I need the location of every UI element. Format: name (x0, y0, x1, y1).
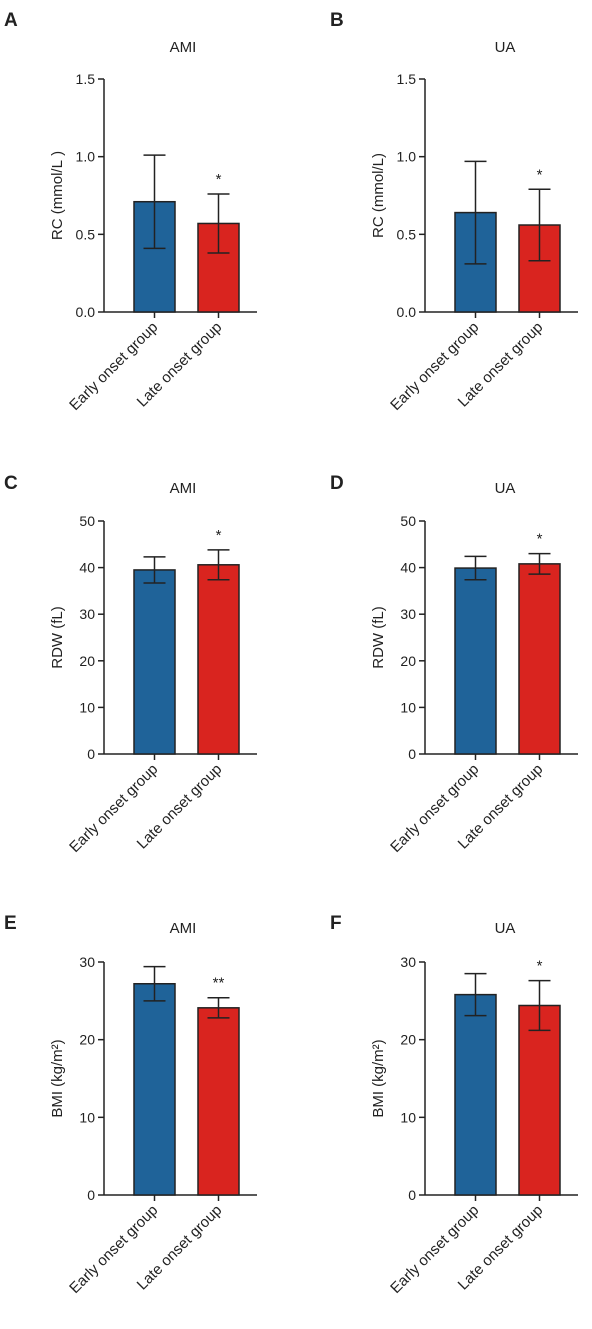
y-tick-label: 40 (400, 560, 416, 576)
bar (133, 569, 176, 755)
chart-title: UA (495, 39, 516, 56)
chart-title: AMI (170, 480, 197, 497)
y-tick-label: 0 (408, 746, 416, 762)
bar (518, 1004, 561, 1196)
y-tick-label: 50 (400, 513, 416, 529)
bar (197, 1007, 240, 1196)
y-axis-label: RC (mmol/L) (370, 153, 387, 238)
significance-marker: * (537, 166, 543, 183)
y-tick-label: 10 (400, 1109, 416, 1125)
y-axis-label: RC (mmol/L ) (49, 151, 66, 240)
panel-letter: D (330, 473, 344, 494)
chart-title: UA (495, 480, 516, 497)
bar (518, 563, 561, 755)
chart-title: AMI (170, 39, 197, 56)
y-tick-label: 40 (79, 560, 95, 576)
y-tick-label: 10 (79, 1109, 95, 1125)
y-tick-label: 1.5 (397, 71, 417, 87)
y-tick-label: 1.0 (397, 149, 417, 165)
y-tick-label: 30 (79, 606, 95, 622)
significance-marker: * (537, 958, 543, 975)
y-tick-label: 0 (87, 746, 95, 762)
panel-letter: B (330, 10, 344, 31)
y-tick-label: 50 (79, 513, 95, 529)
y-tick-label: 0.5 (76, 226, 96, 242)
y-tick-label: 10 (400, 699, 416, 715)
y-tick-label: 0.0 (76, 304, 96, 320)
significance-marker: * (216, 171, 222, 188)
panel-letter: E (4, 913, 17, 934)
bar (454, 993, 497, 1196)
y-axis-label: BMI (kg/m²) (49, 1039, 66, 1117)
y-tick-label: 30 (400, 954, 416, 970)
y-tick-label: 0 (408, 1187, 416, 1203)
y-tick-label: 1.0 (76, 149, 96, 165)
y-tick-label: 1.5 (76, 71, 96, 87)
y-tick-label: 0 (87, 1187, 95, 1203)
panel-letter: A (4, 10, 18, 31)
chart-title: UA (495, 920, 516, 937)
y-axis-label: RDW (fL) (370, 606, 387, 669)
y-tick-label: 20 (400, 1032, 416, 1048)
bar (133, 982, 176, 1196)
significance-marker: * (216, 527, 222, 544)
significance-marker: * (537, 531, 543, 548)
y-tick-label: 20 (400, 653, 416, 669)
y-tick-label: 10 (79, 699, 95, 715)
y-axis-label: RDW (fL) (49, 606, 66, 669)
panel-letter: F (330, 913, 342, 934)
panel-letter: C (4, 473, 18, 494)
bar (454, 567, 497, 755)
significance-marker: ** (213, 975, 225, 992)
y-tick-label: 30 (79, 954, 95, 970)
y-axis-label: BMI (kg/m²) (370, 1039, 387, 1117)
y-tick-label: 20 (79, 653, 95, 669)
y-tick-label: 0.0 (397, 304, 417, 320)
y-tick-label: 0.5 (397, 226, 417, 242)
chart-title: AMI (170, 920, 197, 937)
y-tick-label: 20 (79, 1032, 95, 1048)
bar (197, 564, 240, 755)
y-tick-label: 30 (400, 606, 416, 622)
